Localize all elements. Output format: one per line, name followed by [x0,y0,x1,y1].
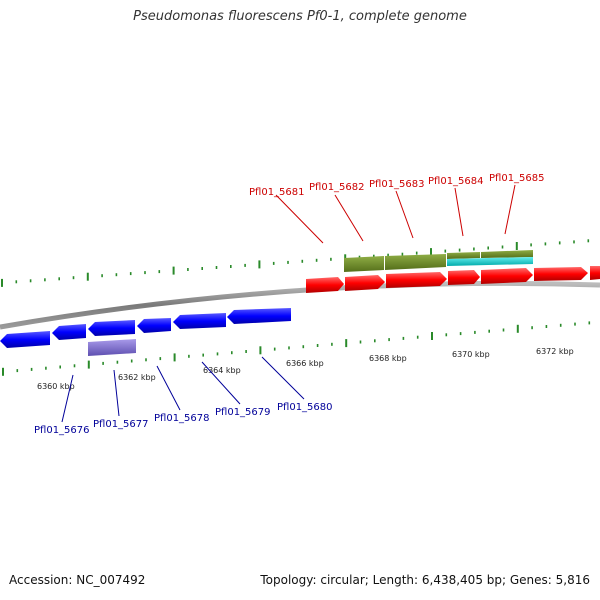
leader-line [334,194,364,242]
forward-gene-labels: Pfl01_5681 Pfl01_5682 Pfl01_5683 Pfl01_5… [249,173,545,244]
gene-label-forward[interactable]: Pfl01_5684 [428,176,484,187]
gene-label-forward[interactable]: Pfl01_5682 [309,182,365,193]
gene-label-reverse[interactable]: Pfl01_5680 [277,402,333,413]
axis-tick-label: 6370 kbp [452,350,490,359]
axis-labels: 6360 kbp 6362 kbp 6364 kbp 6366 kbp 6368… [37,347,574,391]
feature-olive-3[interactable] [447,252,480,259]
axis-tick-label: 6368 kbp [369,354,407,363]
gene-reverse-arrow[interactable] [227,308,291,324]
axis-tick-label: 6372 kbp [536,347,574,356]
gene-label-reverse[interactable]: Pfl01_5677 [93,419,149,430]
gene-reverse-arrow[interactable] [0,331,50,348]
axis-tick-label: 6364 kbp [203,366,241,375]
leader-line [61,374,74,423]
leader-line [454,187,464,237]
genome-summary: Topology: circular; Length: 6,438,405 bp… [260,573,590,587]
leader-line [261,356,305,400]
genome-backbone [0,280,600,330]
leader-line [156,365,181,411]
gene-label-forward[interactable]: Pfl01_5685 [489,173,545,184]
gene-forward-arrow[interactable] [306,277,344,293]
feature-olive-1[interactable] [344,256,384,272]
gene-forward-arrow[interactable] [386,272,447,288]
leader-line [201,361,241,405]
leader-line [504,184,516,235]
reverse-gene-labels: Pfl01_5676 Pfl01_5677 Pfl01_5678 Pfl01_5… [34,356,333,436]
gene-reverse-arrow[interactable] [137,318,171,333]
axis-tick-label: 6366 kbp [286,359,324,368]
forward-gene-track [306,266,600,293]
feature-track-upper [344,250,533,272]
feature-cyan[interactable] [447,257,533,266]
gene-label-reverse[interactable]: Pfl01_5676 [34,425,90,436]
gene-forward-arrow[interactable] [481,268,533,284]
gene-label-reverse[interactable]: Pfl01_5679 [215,407,271,418]
gene-reverse-arrow[interactable] [88,320,135,336]
feature-olive-2[interactable] [385,254,446,270]
leader-line [395,190,414,239]
feature-purple[interactable] [88,339,136,356]
gene-forward-arrow[interactable] [534,267,588,281]
gene-label-reverse[interactable]: Pfl01_5678 [154,413,210,424]
gene-label-forward[interactable]: Pfl01_5681 [249,187,305,198]
gene-forward-arrow[interactable] [448,270,480,285]
reverse-gene-track [0,308,291,356]
gene-label-forward[interactable]: Pfl01_5683 [369,179,425,190]
tick-row-lower [2,321,591,376]
gene-reverse-arrow[interactable] [52,324,86,340]
accession-label: Accession: NC_007492 [9,573,146,587]
gene-forward-arrow[interactable] [590,266,600,280]
axis-tick-label: 6360 kbp [37,382,75,391]
gene-reverse-arrow[interactable] [173,313,226,329]
axis-tick-label: 6362 kbp [118,373,156,382]
gene-forward-arrow[interactable] [345,275,385,291]
leader-line [113,369,120,417]
feature-olive-4[interactable] [481,250,533,258]
genome-title: Pseudomonas fluorescens Pf0-1, complete … [133,9,467,24]
leader-line [275,194,324,244]
